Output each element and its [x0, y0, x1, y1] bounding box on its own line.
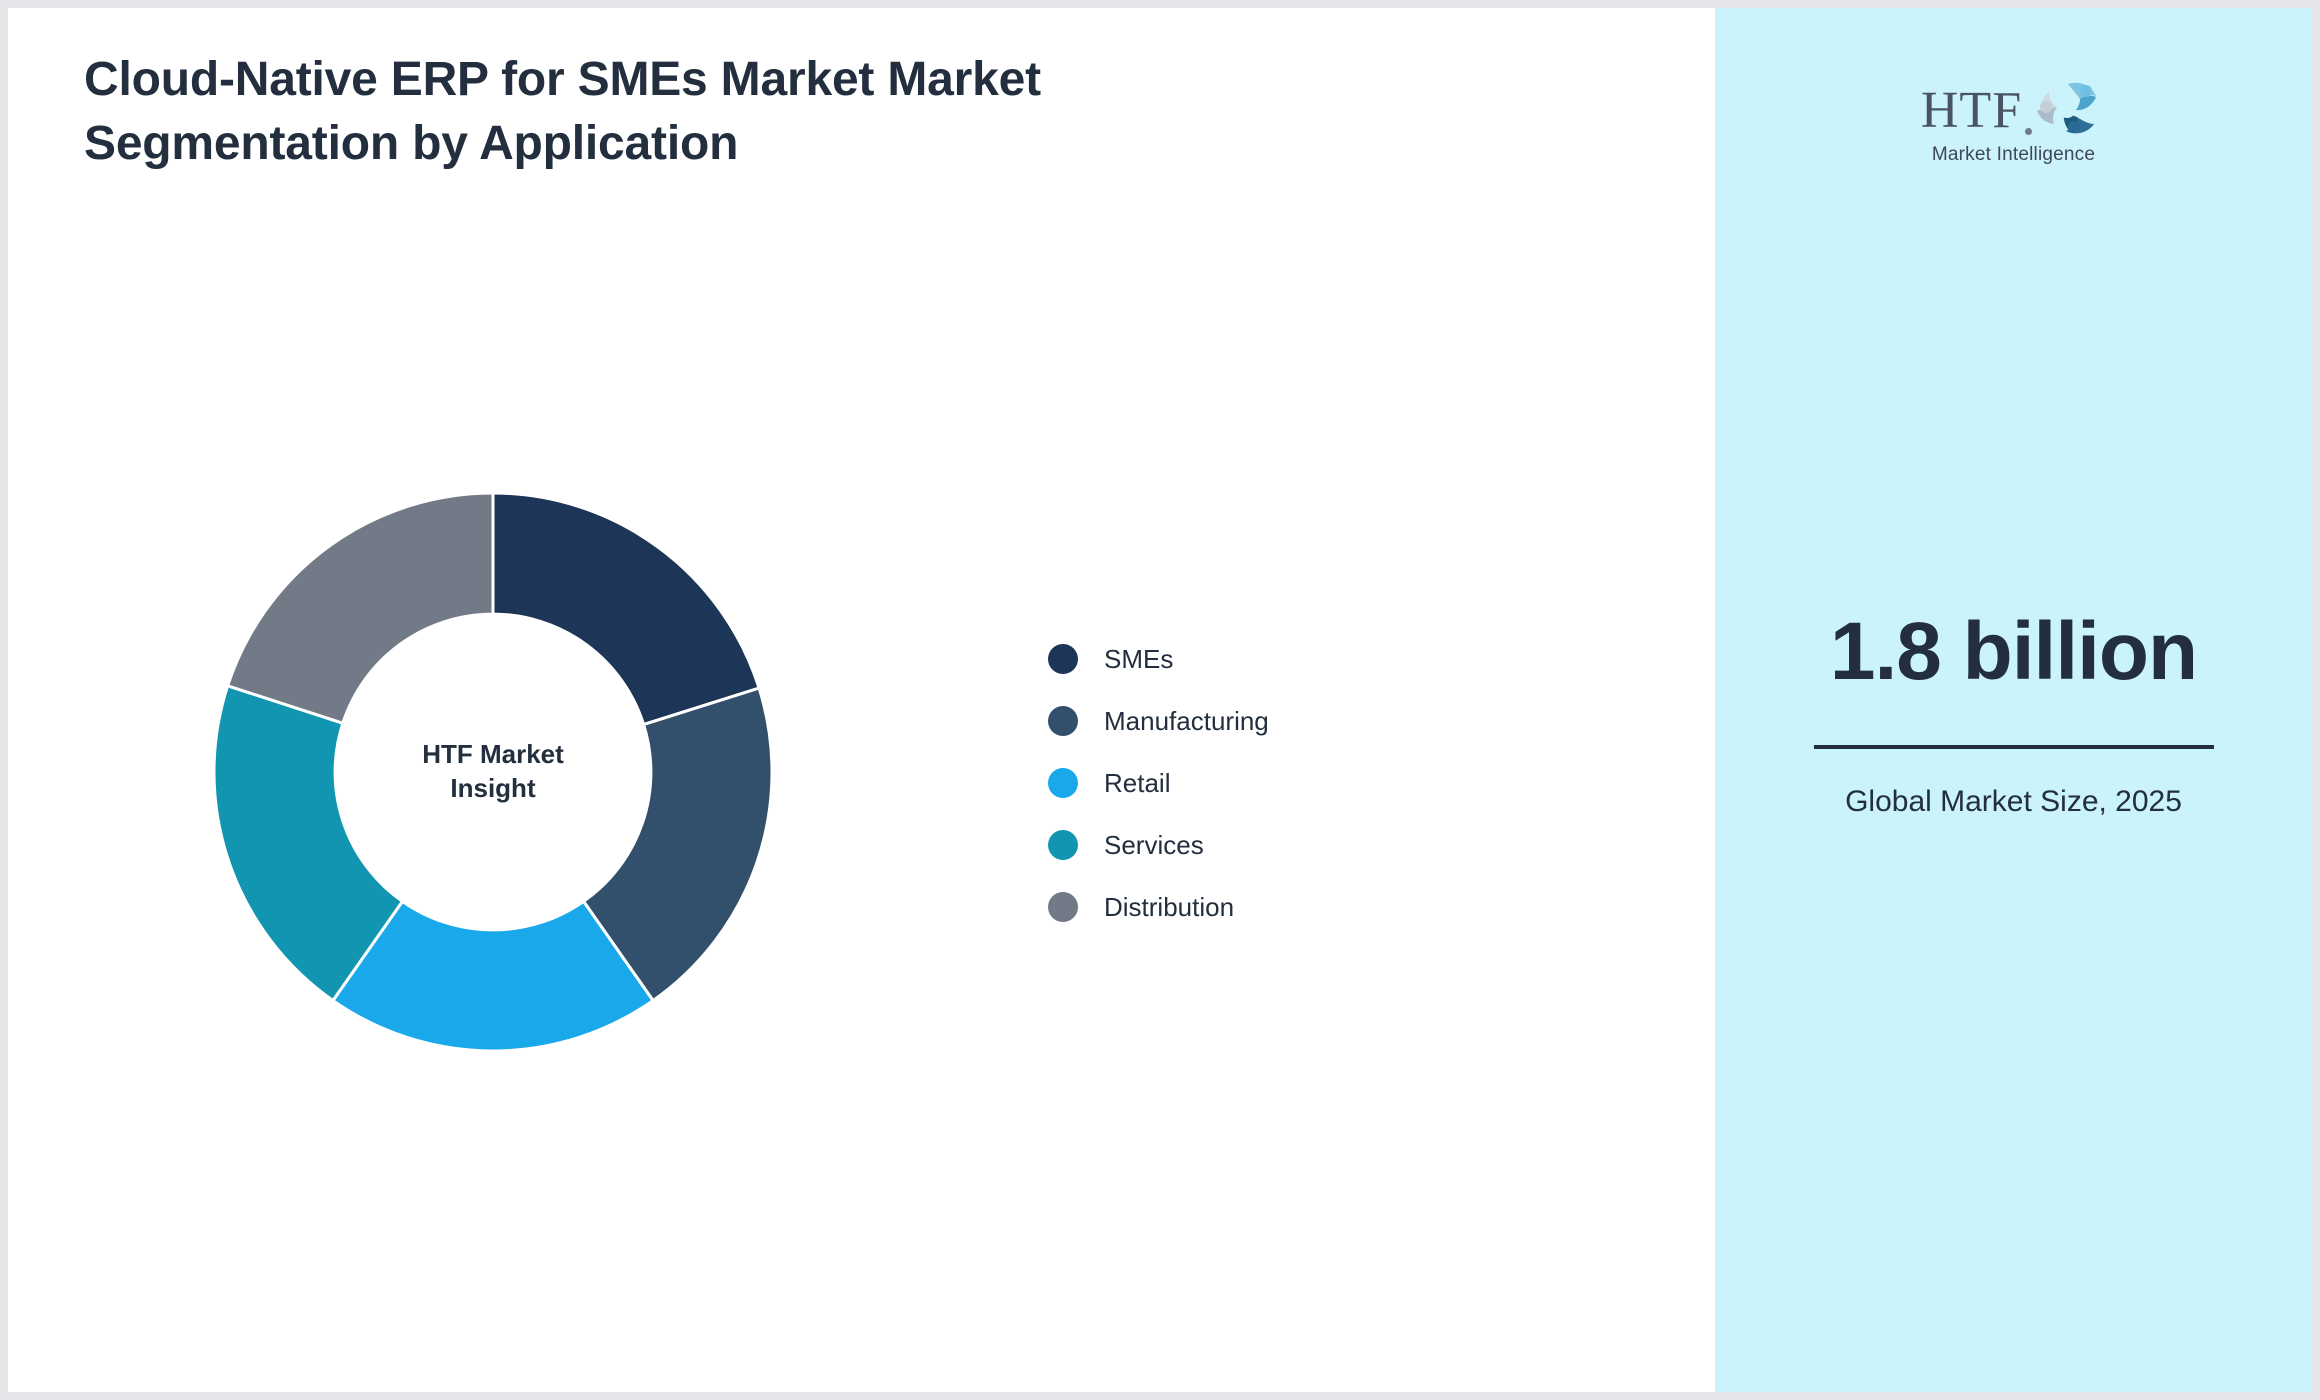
legend-item-label: Distribution [1104, 892, 1235, 922]
legend-item-smes[interactable]: SMEs [1048, 628, 1269, 690]
stat-value: 1.8 billion [1829, 606, 2198, 697]
legend-swatch-icon [1048, 768, 1078, 798]
legend-swatch-icon [1048, 892, 1078, 922]
donut-chart: HTF Market Insight [206, 485, 780, 1059]
legend-swatch-icon [1048, 830, 1078, 860]
donut-chart-svg [212, 491, 774, 1053]
donut-slice[interactable] [581, 686, 774, 1003]
infographic-page: Cloud-Native ERP for SMEs Market Market … [8, 8, 2312, 1392]
legend-item-label: Manufacturing [1104, 706, 1269, 736]
donut-slice[interactable] [491, 491, 761, 727]
legend-item-distribution[interactable]: Distribution [1048, 876, 1269, 938]
legend-item-services[interactable]: Services [1048, 814, 1269, 876]
logo-dot-icon [2025, 128, 2033, 135]
stat-side-panel: HTF [1715, 8, 2312, 1392]
stat-divider [1813, 744, 2214, 749]
legend-item-label: SMEs [1104, 644, 1174, 674]
legend-item-label: Services [1104, 830, 1204, 860]
market-size-stat: 1.8 billion Global Market Size, 2025 [1715, 606, 2312, 823]
logo-tagline: Market Intelligence [1931, 144, 2096, 165]
legend-item-label: Retail [1104, 768, 1171, 798]
legend-item-manufacturing[interactable]: Manufacturing [1048, 690, 1269, 752]
htf-swirl-emblem-icon [2034, 78, 2106, 145]
legend-item-retail[interactable]: Retail [1048, 752, 1269, 814]
legend-swatch-icon [1048, 706, 1078, 736]
donut-slice[interactable] [225, 491, 495, 726]
logo-wordmark: HTF [1920, 82, 2023, 139]
brand-logo: HTF [1894, 80, 2134, 166]
donut-slice[interactable] [330, 899, 656, 1053]
main-content-panel: Cloud-Native ERP for SMEs Market Market … [8, 8, 1715, 1392]
chart-legend: SMEs Manufacturing Retail Services Distr… [1048, 628, 1269, 938]
stat-caption: Global Market Size, 2025 [1845, 784, 2182, 818]
logo-top-row: HTF [1921, 80, 2106, 142]
donut-slice[interactable] [212, 683, 405, 1003]
legend-swatch-icon [1048, 644, 1078, 674]
page-title: Cloud-Native ERP for SMEs Market Market … [84, 53, 1041, 170]
